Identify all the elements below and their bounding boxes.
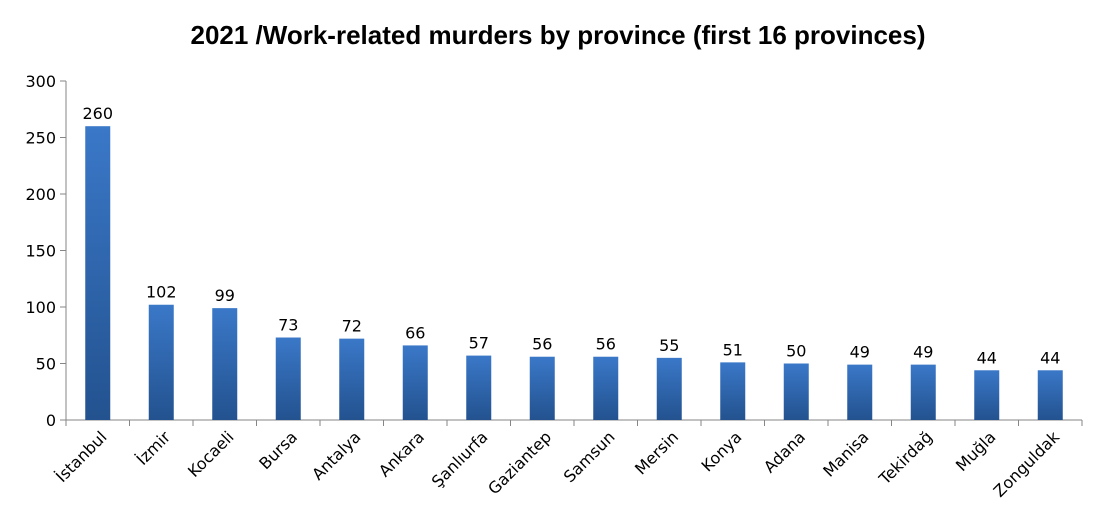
x-tick-label: Zonguldak: [990, 427, 1064, 501]
data-label: 49: [850, 343, 870, 362]
data-label: 66: [405, 323, 425, 342]
bar: [847, 364, 873, 420]
x-tick-label: Muğla: [952, 427, 1000, 475]
bar: [148, 304, 174, 420]
x-tick-label: Antalya: [308, 427, 364, 483]
x-tick-labels: İstanbul İzmir Kocaeli Bursa Antalya Ankara Şa…: [52, 427, 1064, 501]
y-tick-label: 50: [36, 355, 56, 374]
x-tick-label: Bursa: [255, 427, 301, 473]
bar: [85, 126, 111, 420]
bar: [974, 370, 1000, 420]
bar: [212, 308, 238, 420]
x-tick-label: Tekirdağ: [875, 427, 937, 489]
bar: [339, 338, 365, 420]
x-tick-label: İstanbul: [52, 427, 111, 486]
data-label: 50: [786, 342, 806, 361]
data-label: 73: [278, 316, 298, 335]
x-tick-label: İzmir: [133, 427, 175, 469]
bars: 260 102 99 73 72 66 57 56 56 55 51 50 49 49 44 44: [65, 104, 1083, 426]
data-label: 57: [469, 334, 489, 353]
data-label: 102: [146, 283, 177, 302]
x-tick-label: Adana: [760, 427, 809, 476]
chart-title: 2021 /Work-related murders by province (…: [190, 20, 926, 50]
data-label: 56: [532, 335, 552, 354]
data-label: 260: [82, 104, 113, 123]
x-tick-label: Konya: [698, 427, 746, 475]
bar: [466, 355, 492, 420]
x-tick-label: Manisa: [819, 427, 872, 480]
data-label: 55: [659, 336, 679, 355]
data-label: 51: [723, 340, 743, 359]
data-label: 72: [342, 317, 362, 336]
data-label: 99: [215, 286, 235, 305]
data-label: 44: [977, 348, 997, 367]
bar: [275, 337, 301, 420]
bar: [656, 357, 682, 420]
y-tick-label: 150: [25, 242, 56, 261]
y-tick-label: 200: [25, 185, 56, 204]
data-label: 56: [596, 335, 616, 354]
data-label: 49: [913, 343, 933, 362]
x-tick-label: Şanlıurfa: [428, 427, 492, 491]
x-tick-label: Samsun: [560, 427, 619, 486]
x-tick-label: Kocaeli: [184, 427, 238, 481]
data-label: 44: [1040, 348, 1060, 367]
bar: [593, 356, 619, 420]
bar: [1037, 370, 1063, 420]
bar: [720, 362, 746, 420]
y-tick-label: 300: [25, 72, 56, 91]
y-tick-label: 0: [46, 411, 56, 430]
x-tick-label: Gaziantep: [484, 427, 555, 498]
bar: [529, 356, 555, 420]
bar: [402, 345, 428, 420]
bar: [783, 363, 809, 420]
x-tick-label: Ankara: [375, 427, 428, 480]
y-ticks: 0 50 100 150 200 250 300: [25, 72, 66, 430]
bar: [910, 364, 936, 420]
y-tick-label: 250: [25, 129, 56, 148]
y-tick-label: 100: [25, 298, 56, 317]
x-tick-label: Mersin: [631, 427, 682, 478]
